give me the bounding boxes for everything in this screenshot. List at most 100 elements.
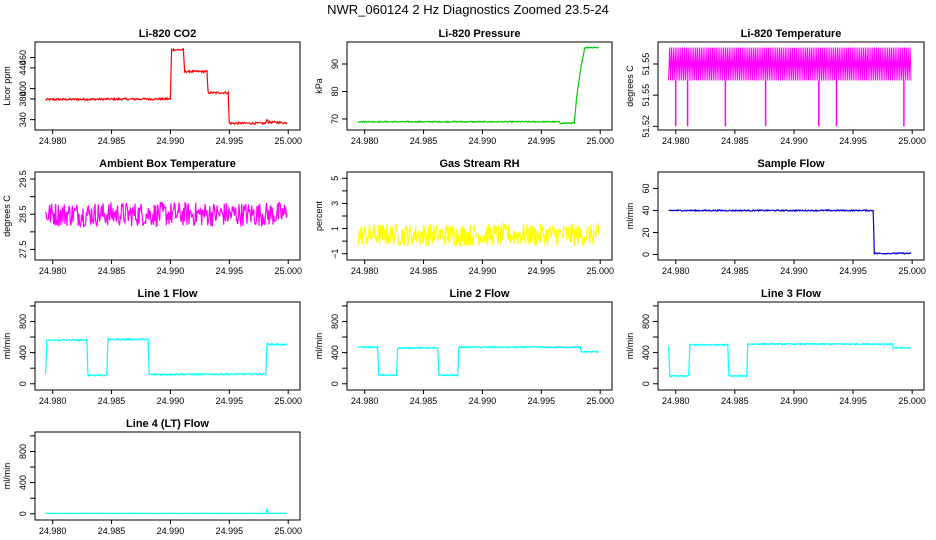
x-tick-label: 24.990	[469, 396, 497, 406]
y-tick-label: 90	[330, 59, 340, 69]
series-line	[357, 46, 600, 125]
x-tick-label: 25.000	[586, 396, 614, 406]
y-tick-label: 0	[641, 252, 651, 257]
y-tick-label: 800	[18, 444, 28, 459]
chart-title: Gas Stream RH	[439, 158, 519, 170]
y-tick-label: −1	[330, 249, 340, 259]
chart-panel-7: Line 1 Flow ml/min 0 400 800 24.980 24.985 24.9…	[2, 288, 302, 406]
y-axis-label: degrees C	[2, 195, 12, 237]
y-axis-label: degrees C	[625, 65, 635, 107]
chart-panel-8: Line 2 Flow ml/min 0 400 800 24.980 24.985 24.9…	[314, 288, 614, 406]
y-tick-label: 27.5	[18, 241, 28, 259]
x-tick-label: 25.000	[898, 136, 926, 146]
x-tick-label: 24.990	[157, 526, 185, 536]
series-line	[668, 47, 912, 81]
x-tick-label: 24.980	[351, 266, 379, 276]
x-tick-label: 24.995	[839, 136, 867, 146]
y-tick-label: 400	[18, 345, 28, 360]
y-axis-label: ml/min	[2, 463, 12, 490]
series-line	[357, 345, 600, 377]
plot-frame	[346, 171, 613, 261]
y-tick-label: 380	[18, 91, 28, 106]
chart-title: Line 2 Flow	[450, 288, 510, 300]
y-tick-label: 0	[18, 381, 28, 386]
x-tick-label: 24.990	[780, 136, 808, 146]
page-title: NWR_060124 2 Hz Diagnostics Zoomed 23.5-…	[327, 2, 609, 17]
x-tick-label: 24.985	[98, 266, 126, 276]
y-axis-label: ml/min	[314, 333, 324, 360]
y-tick-label: 440	[18, 60, 28, 75]
x-tick-label: 25.000	[586, 266, 614, 276]
chart-title: Li-820 Temperature	[741, 28, 842, 40]
y-tick-label: 400	[18, 475, 28, 490]
plot-frame	[346, 301, 613, 391]
chart-panel-10: Line 4 (LT) Flow ml/min 0 400 800 24.980 24.98…	[2, 418, 302, 536]
y-tick-label: 28.5	[18, 205, 28, 223]
chart-panel-6: Sample Flow ml/min 0 20 40 60 24.980 24.985 24.9…	[625, 158, 926, 276]
x-tick-label: 24.990	[469, 266, 497, 276]
x-tick-label: 24.990	[157, 396, 185, 406]
chart-title: Li-820 Pressure	[439, 28, 521, 40]
x-tick-label: 25.000	[274, 266, 302, 276]
chart-panel-4: Ambient Box Temperature degrees C 27.5 28.5…	[2, 158, 302, 276]
y-tick-label: 800	[330, 314, 340, 329]
y-tick-label: 5	[330, 176, 340, 181]
y-tick-label: 20	[641, 227, 651, 237]
x-tick-label: 24.985	[721, 396, 749, 406]
x-tick-label: 24.985	[721, 136, 749, 146]
y-tick-label: 400	[330, 345, 340, 360]
x-tick-label: 24.990	[157, 266, 185, 276]
series-line	[45, 506, 288, 515]
plot-frame	[657, 41, 925, 131]
x-tick-label: 24.995	[216, 396, 244, 406]
y-axis-label: kPa	[314, 78, 324, 94]
chart-panel-9: Line 3 Flow ml/min 0 400 800 24.980 24.985 24.9…	[625, 288, 926, 406]
x-tick-label: 24.995	[528, 396, 556, 406]
chart-panel-5: Gas Stream RH percent −1 1 3 5 24.980 24.985 24.…	[314, 158, 614, 276]
plot-frame	[34, 431, 301, 521]
plot-frame	[657, 301, 925, 391]
x-tick-label: 24.995	[216, 266, 244, 276]
series-line	[357, 221, 600, 247]
y-axis-label: Licor ppm	[2, 66, 12, 106]
x-tick-label: 24.995	[216, 526, 244, 536]
x-tick-label: 24.985	[410, 136, 438, 146]
y-tick-label: 400	[18, 81, 28, 96]
series-line	[45, 201, 288, 229]
y-axis-label: ml/min	[2, 333, 12, 360]
y-tick-label: 70	[330, 114, 340, 124]
chart-panel-2: Li-820 Pressure kPa 70 80 90 24.980 24.985 24.9…	[314, 28, 614, 146]
x-tick-label: 24.985	[721, 266, 749, 276]
y-tick-label: 400	[641, 345, 651, 360]
series-line	[45, 336, 288, 378]
y-tick-label: 800	[18, 314, 28, 329]
y-tick-label: 0	[18, 511, 28, 516]
x-tick-label: 25.000	[274, 396, 302, 406]
chart-title: Line 1 Flow	[138, 288, 198, 300]
x-tick-label: 24.995	[528, 266, 556, 276]
x-tick-label: 24.995	[528, 136, 556, 146]
y-tick-label: 60	[641, 183, 651, 193]
x-tick-label: 25.000	[274, 526, 302, 536]
y-tick-label: 1	[330, 226, 340, 231]
y-tick-label: 460	[18, 50, 28, 65]
y-tick-label: 0	[330, 381, 340, 386]
series-line	[668, 342, 912, 379]
chart-panel-3: Li-820 Temperature degrees C 51.52 51.55 51.…	[625, 28, 926, 146]
x-tick-label: 24.995	[839, 266, 867, 276]
plot-frame	[34, 171, 301, 261]
x-tick-label: 24.980	[39, 526, 67, 536]
x-tick-label: 24.980	[351, 396, 379, 406]
plot-frame	[34, 41, 301, 131]
y-tick-label: 800	[641, 314, 651, 329]
x-tick-label: 24.980	[39, 136, 67, 146]
x-tick-label: 24.985	[410, 396, 438, 406]
y-tick-label: 40	[641, 205, 651, 215]
x-tick-label: 24.995	[216, 136, 244, 146]
x-tick-label: 24.990	[469, 136, 497, 146]
x-tick-label: 24.985	[98, 136, 126, 146]
x-tick-label: 24.995	[839, 396, 867, 406]
x-tick-label: 25.000	[274, 136, 302, 146]
